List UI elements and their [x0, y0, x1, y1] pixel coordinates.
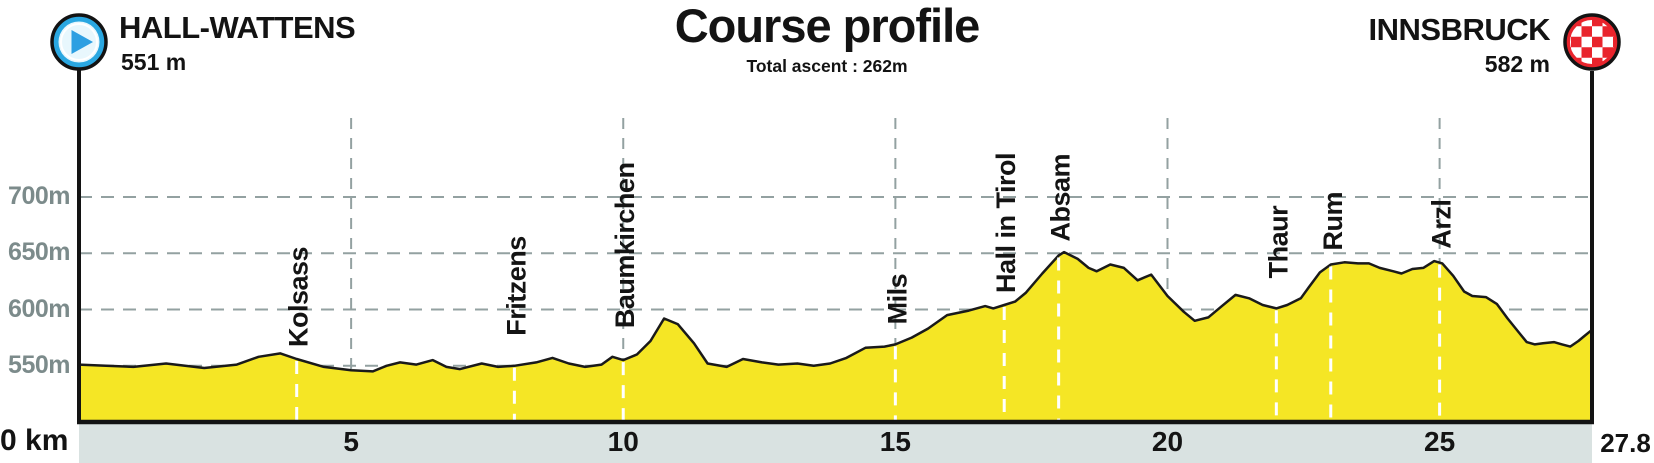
x-axis-end-label: 27.8 [1600, 428, 1651, 458]
x-tick-label-15km: 15 [879, 426, 911, 457]
y-tick-label-600m: 600m [8, 294, 70, 323]
town-label: Arzl [1427, 200, 1457, 249]
start-marker-icon [50, 13, 108, 71]
x-tick-label-10km: 10 [607, 426, 639, 457]
x-tick-label-25km: 25 [1424, 426, 1456, 457]
play-icon [71, 30, 93, 54]
start-altitude-label: 551 m [121, 49, 187, 75]
town-label: Hall in Tirol [991, 153, 1021, 293]
y-tick-label-700m: 700m [8, 182, 70, 210]
town-label: Rum [1318, 192, 1348, 251]
finish-location-label: INNSBRUCK [1368, 12, 1551, 47]
finish-altitude-label: 582 m [1484, 51, 1550, 77]
total-ascent-label: Total ascent : 262m [746, 56, 908, 76]
y-tick-label-550m: 550m [8, 350, 70, 379]
x-tick-label-20km: 20 [1151, 426, 1184, 457]
town-label: Absam [1046, 154, 1076, 242]
finish-circle-rim [1567, 17, 1617, 67]
play-circle-highlight [60, 23, 98, 61]
town-label: Baumkirchen [610, 163, 640, 329]
x-tick-label-5km: 5 [343, 426, 359, 457]
x-axis-origin-label: 0 km [0, 424, 69, 457]
town-label: Fritzens [501, 236, 531, 336]
start-location-label: HALL-WATTENS [119, 10, 356, 45]
town-label: Thaur [1263, 205, 1293, 278]
distance-strip [79, 424, 1592, 463]
town-label: Mils [882, 274, 912, 325]
y-tick-label-650m: 650m [8, 238, 70, 267]
page-title: Course profile [674, 0, 981, 52]
elevation-outline [78, 250, 1593, 373]
town-label: Kolsass [284, 247, 314, 347]
elevation-area [79, 252, 1592, 422]
finish-marker-icon [1563, 13, 1621, 71]
